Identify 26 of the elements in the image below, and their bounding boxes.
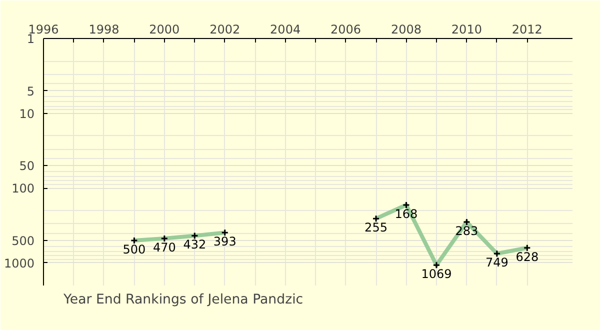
x-tick-label: 2000 — [149, 22, 180, 36]
data-label: 168 — [394, 207, 418, 222]
data-label: 470 — [152, 240, 176, 254]
y-tick-label: 10 — [19, 106, 35, 121]
x-tick-label: 2010 — [451, 22, 482, 36]
x-tick-label: 2008 — [390, 22, 422, 36]
data-label: 1069 — [421, 267, 452, 282]
data-label: 393 — [213, 234, 236, 249]
data-label: 255 — [364, 220, 388, 235]
x-tick-label: 2006 — [330, 22, 362, 36]
y-tick-label: 1000 — [4, 256, 35, 270]
data-label: 500 — [122, 242, 146, 256]
text: Year End Rankings of Jelena Pandzic — [62, 292, 304, 308]
y-tick-label: 1 — [26, 32, 35, 46]
y-tick-label: 500 — [12, 234, 34, 248]
data-label: 749 — [485, 256, 508, 270]
y-tick-label: 5 — [26, 84, 35, 98]
y-tick-label: 50 — [19, 159, 35, 174]
x-tick-label: 2012 — [512, 22, 542, 36]
x-tick-label: 2002 — [210, 22, 240, 36]
x-tick-label: 1998 — [88, 22, 120, 36]
x-tick-label: 2004 — [270, 22, 301, 36]
data-label: 283 — [455, 224, 478, 238]
data-label: 628 — [516, 250, 539, 264]
y-tick-label: 100 — [12, 182, 34, 196]
data-label: 432 — [183, 238, 206, 252]
